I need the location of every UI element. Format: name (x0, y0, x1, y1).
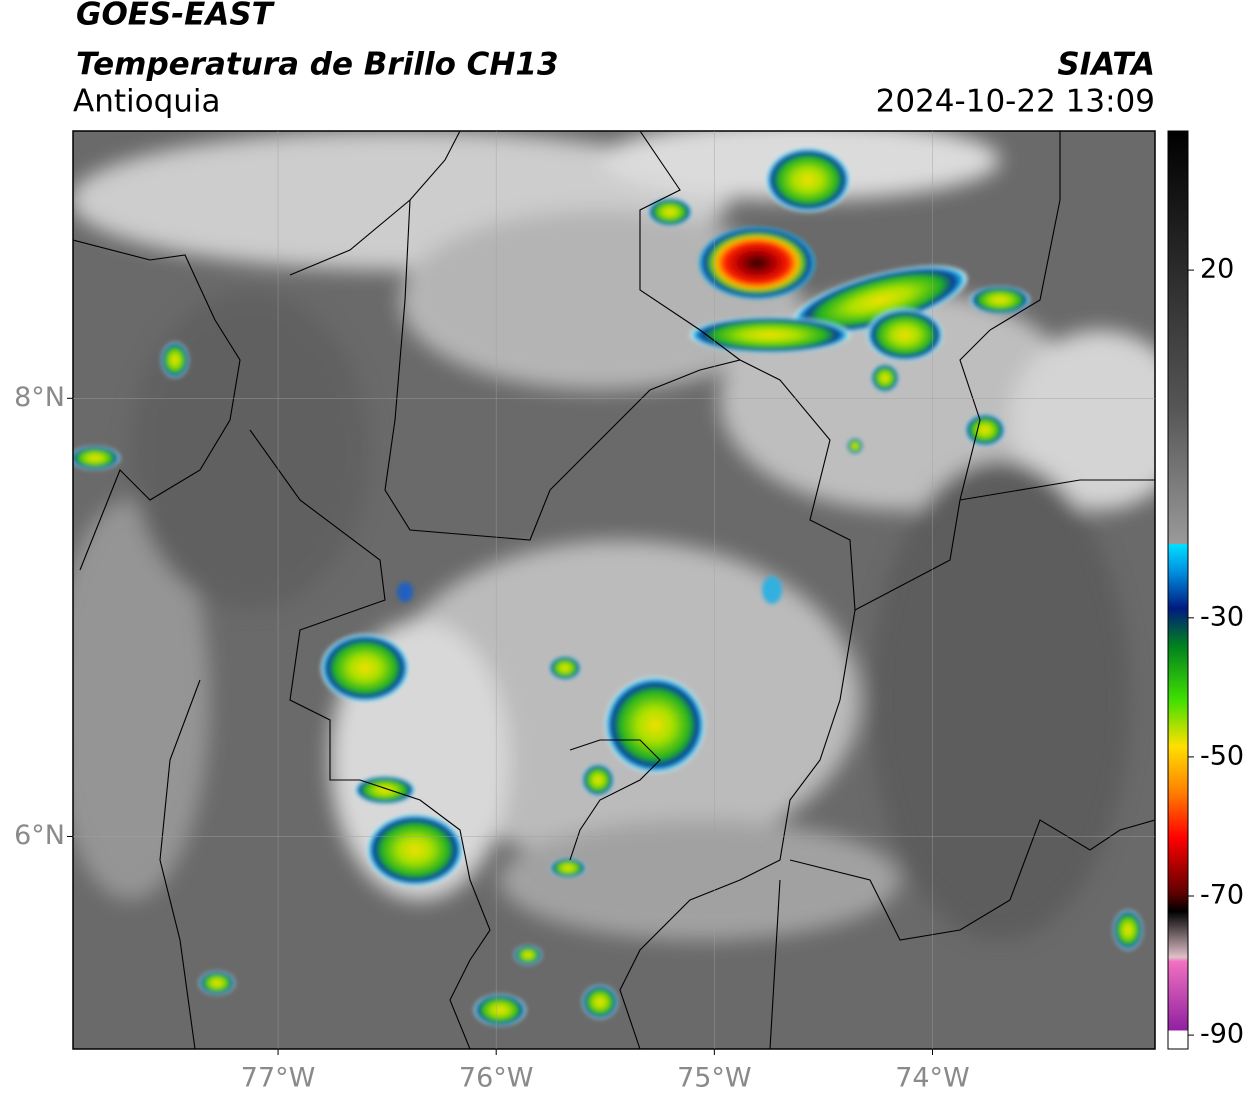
source-label: SIATA (1057, 47, 1155, 83)
map-frame (72, 130, 1156, 1050)
region-label: Antioquia (73, 84, 221, 120)
colorbar-tick-label: -30 (1200, 601, 1244, 632)
lat-tick-label: 6°N (14, 820, 65, 851)
satellite-image (73, 131, 1155, 1049)
lon-tick-label: 74°W (895, 1063, 970, 1094)
satellite-title: GOES-EAST (76, 0, 276, 33)
graticule: 77°W 76°W 75°W 74°W 8°N 6°N (14, 131, 1155, 1094)
colorbar-tick-label: -90 (1200, 1019, 1244, 1050)
lon-tick-label: 75°W (677, 1063, 752, 1094)
colorbar (1167, 130, 1189, 1050)
colorbar-tick-label: -50 (1200, 740, 1244, 771)
datetime-label: 2024-10-22 13:09 (876, 84, 1155, 120)
lon-tick-label: 76°W (459, 1063, 534, 1094)
lon-tick-label: 77°W (241, 1063, 316, 1094)
colorbar-tick-label: 20 (1200, 254, 1234, 285)
colorbar-tick-label: -70 (1200, 880, 1244, 911)
colorbar-ticks: 20 -30 -50 -70 -90 (1188, 254, 1244, 1050)
product-title: Temperatura de Brillo CH13 (76, 47, 559, 83)
lat-tick-label: 8°N (14, 382, 65, 413)
